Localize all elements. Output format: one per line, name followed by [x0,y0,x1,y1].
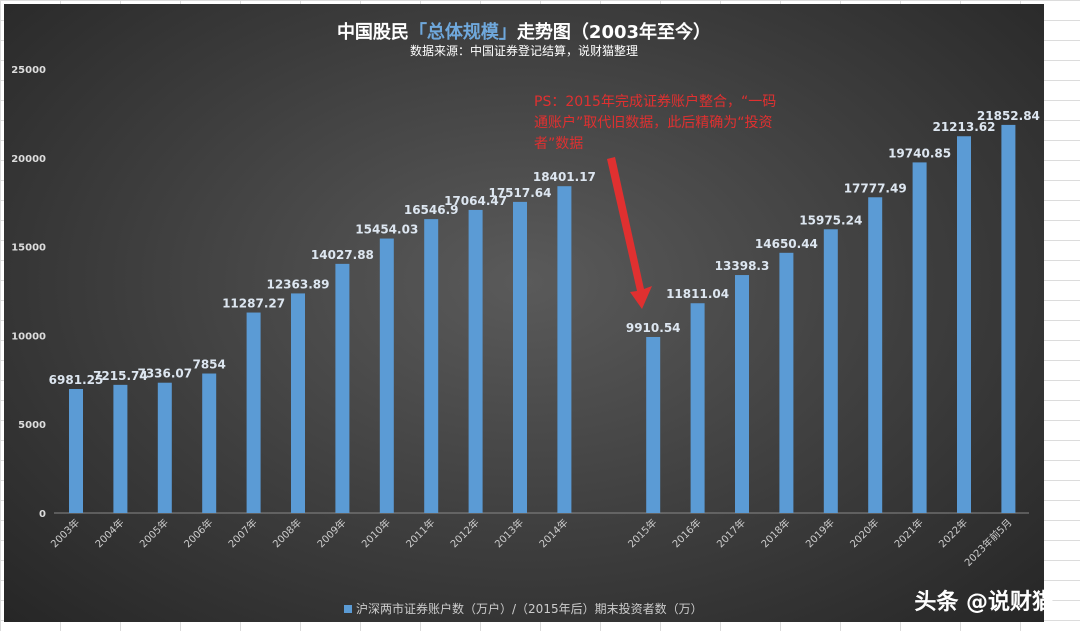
bar [424,219,439,513]
bar [912,162,927,513]
x-tick-label: 2008年 [270,516,304,550]
title-highlight: 「总体规模」 [408,22,517,43]
x-tick-label: 2014年 [536,516,570,550]
x-tick-label: 2007年 [225,516,259,550]
chart-area: 中国股民「总体规模」走势图（2003年至今） 数据来源：中国证券登记结算，说财猫… [4,4,1044,622]
bar [1001,124,1016,514]
title-part: 走势图（2003年至今） [516,22,712,43]
data-label: 11287.27 [222,297,285,311]
x-tick-label: 2019年 [803,516,837,550]
y-tick-label: 20000 [11,154,46,165]
data-label: 15454.03 [355,223,418,237]
data-label: 12363.89 [266,277,329,291]
data-label: 21852.84 [977,109,1040,123]
y-tick-label: 0 [39,509,46,520]
bar [735,275,749,513]
data-label: 19740.85 [888,146,951,160]
data-label: 17517.64 [488,186,551,200]
bar [690,303,705,513]
data-label: 6981.25 [49,373,104,387]
y-tick-label: 25000 [11,65,46,76]
bar [957,136,971,514]
bar [557,186,572,513]
y-tick-label: 10000 [11,331,46,342]
x-tick-label: 2003年 [48,516,82,550]
x-tick-label: 2009年 [314,516,348,550]
data-label: 17777.49 [844,181,907,195]
x-tick-label: 2022年 [936,516,970,550]
bar [335,263,350,513]
data-label: 9910.54 [626,321,681,335]
chart-subtitle: 数据来源：中国证券登记结算，说财猫整理 [409,44,638,58]
bar [868,197,883,513]
y-tick-label: 5000 [18,420,46,431]
plot-svg: 0 5000 10000 15000 20000 25000 6981.25 2003年 721… [11,65,1040,569]
x-tick-label: 2015年 [625,516,659,550]
legend-swatch [344,604,352,613]
x-tick-label: 2013年 [492,516,526,550]
title-part: 中国股民 [336,22,409,43]
x-tick-label: 2005年 [137,516,171,550]
x-tick-label: 2006年 [181,516,215,550]
bar [513,201,527,513]
data-label: 18401.17 [533,170,596,184]
annotation-arrow [607,157,652,309]
bar [646,336,661,513]
data-label: 16546.9 [404,203,459,217]
x-tick-label: 2011年 [403,516,437,550]
x-tick-label: 2004年 [92,516,126,550]
x-tick-label: 2021年 [891,516,925,550]
data-label: 7336.07 [137,367,192,381]
data-label: 7854 [192,358,225,372]
bar [202,373,217,513]
x-tick-label: 2016年 [669,516,703,550]
bar [69,389,83,513]
x-tick-label: 2023年前5月 [962,516,1015,569]
x-tick-label: 2017年 [714,516,748,550]
bar [291,293,305,513]
data-label: 14650.44 [755,237,818,251]
bar [468,209,483,514]
chart-title: 中国股民「总体规模」走势图（2003年至今） [4,18,1044,44]
bar [779,252,794,514]
data-label: 13398.3 [715,259,770,273]
data-label: 15975.24 [799,213,862,227]
bar [246,312,261,513]
y-tick-label: 15000 [11,243,46,254]
x-tick-label: 2018年 [758,516,792,550]
legend: 沪深两市证券账户数（万户）/（2015年后）期末投资者数（万） [344,600,703,617]
annotation: PS：2015年完成证券账户整合，“一码通账户”取代旧数据，此后精确为“投资者”… [534,94,777,152]
bar [823,229,838,514]
bar [157,382,172,513]
x-tick-label: 2020年 [847,516,881,550]
data-label: 14027.88 [311,248,374,262]
bar [113,384,128,513]
data-label: 11811.04 [666,287,729,301]
data-label: 17064.47 [444,194,507,208]
x-tick-label: 2012年 [447,516,481,550]
watermark: 头条 @说财猫 [914,590,1054,615]
data-label: 21213.62 [932,120,995,134]
bar [379,238,394,513]
x-tick-label: 2010年 [359,516,393,550]
data-label: 7215.74 [93,369,148,383]
legend-label: 沪深两市证券账户数（万户）/（2015年后）期末投资者数（万） [356,602,703,616]
